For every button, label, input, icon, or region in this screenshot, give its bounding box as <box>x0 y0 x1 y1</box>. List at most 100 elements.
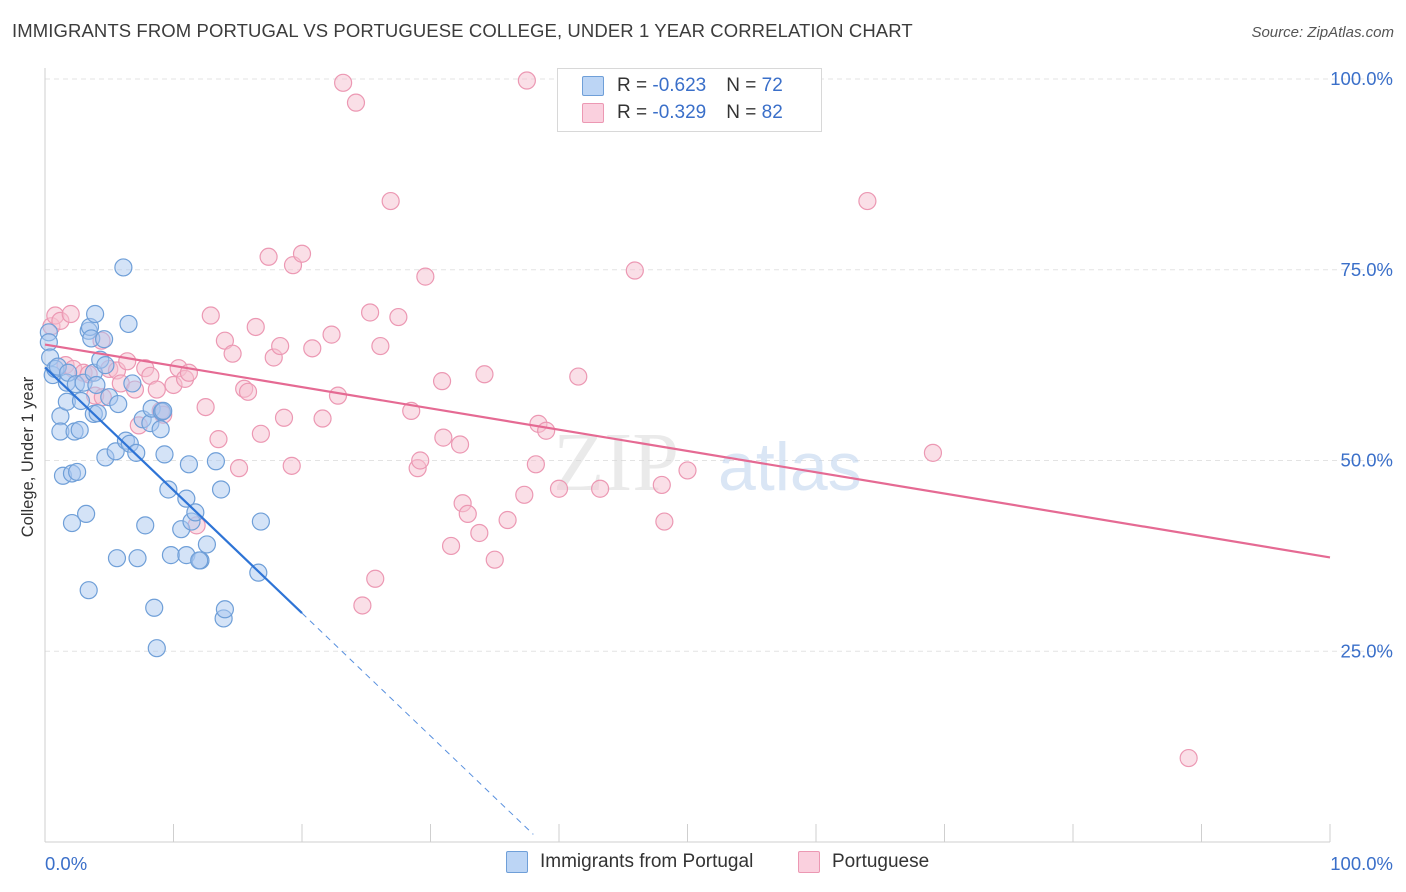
data-point <box>655 512 674 531</box>
legend-r-label: R = <box>617 102 653 123</box>
data-point <box>119 314 138 334</box>
data-point <box>313 409 332 428</box>
trend-line-portuguese <box>44 343 1331 559</box>
data-point <box>151 420 170 439</box>
data-point <box>229 459 249 478</box>
legend-n-label: N = <box>726 75 762 96</box>
source-label: Source: ZipAtlas.com <box>1251 24 1394 41</box>
data-point <box>211 480 231 499</box>
data-point <box>155 445 174 464</box>
data-point <box>238 382 258 401</box>
data-point <box>292 244 312 263</box>
data-point <box>303 339 322 358</box>
data-point <box>381 191 400 211</box>
grid-lines <box>45 78 1392 652</box>
data-point <box>136 516 155 535</box>
data-point <box>147 380 166 399</box>
data-point <box>246 317 265 337</box>
x-tick-label: 100.0% <box>1330 853 1393 874</box>
data-point <box>190 551 209 570</box>
data-point <box>441 536 461 556</box>
data-point <box>515 485 534 504</box>
bottom-legend-portuguese: Portuguese <box>798 851 929 873</box>
data-point <box>537 421 556 440</box>
data-point <box>154 401 173 421</box>
data-point <box>96 356 115 375</box>
data-point <box>282 456 301 475</box>
data-point <box>197 535 217 554</box>
data-point <box>79 581 98 600</box>
data-point <box>145 598 164 617</box>
data-point <box>371 336 390 356</box>
data-point <box>517 71 536 90</box>
data-point <box>196 397 215 417</box>
data-point <box>485 550 504 569</box>
data-point <box>161 546 181 565</box>
data-point <box>251 512 270 531</box>
data-point <box>434 428 453 447</box>
bottom-legend-label-portuguese: Portuguese <box>832 851 930 872</box>
data-point <box>389 307 408 327</box>
portuguese-points <box>42 71 1198 768</box>
data-point <box>209 430 228 449</box>
tick-labels: 25.0% 50.0% 75.0% 100.0% 0.0% 100.0% <box>45 68 1393 874</box>
data-point <box>70 420 89 440</box>
data-point <box>86 304 105 324</box>
legend-r-value: -0.329 <box>652 102 707 123</box>
data-point <box>366 569 385 588</box>
data-point <box>652 475 671 495</box>
data-point <box>625 261 644 280</box>
data-point <box>416 267 435 286</box>
data-point <box>128 549 147 568</box>
legend-swatch-blue <box>582 76 604 96</box>
data-point <box>62 513 82 533</box>
data-point <box>1179 748 1198 768</box>
legend-n-label: N = <box>726 102 762 123</box>
data-point <box>179 455 199 474</box>
chart-title: IMMIGRANTS FROM PORTUGAL VS PORTUGUESE C… <box>12 20 913 41</box>
data-point <box>159 480 178 499</box>
data-point <box>498 510 517 530</box>
legend-swatch-pink <box>582 103 604 123</box>
data-point <box>107 549 127 568</box>
data-point <box>353 596 372 615</box>
data-point <box>68 462 87 482</box>
data-point <box>475 365 494 384</box>
data-point <box>77 504 96 524</box>
data-point <box>177 489 196 508</box>
data-point <box>361 303 380 322</box>
data-point <box>923 443 943 462</box>
data-point <box>127 443 146 462</box>
data-point <box>61 304 80 324</box>
bottom-legend-label-immigrants: Immigrants from Portugal <box>540 851 754 872</box>
data-point <box>411 451 430 470</box>
data-point <box>118 352 137 371</box>
data-point <box>274 408 294 427</box>
data-point <box>87 375 106 395</box>
watermark-zip: ZIP <box>553 416 679 509</box>
trend-line-immigrants-extension <box>301 612 534 835</box>
data-point <box>215 600 234 619</box>
legend-row-portuguese: R = -0.329 N = 82 <box>582 101 783 125</box>
trend-line-immigrants <box>44 366 303 614</box>
data-point <box>334 73 353 92</box>
data-point <box>114 258 133 277</box>
legend-r-value: -0.623 <box>652 75 707 96</box>
bottom-legend-swatch-blue <box>506 851 528 873</box>
y-axis-label: College, Under 1 year <box>19 376 37 537</box>
data-point <box>678 461 697 480</box>
legend-n-value: 82 <box>761 102 783 123</box>
y-tick-label: 100.0% <box>1330 68 1393 89</box>
data-point <box>223 344 242 363</box>
data-point <box>432 372 452 391</box>
correlation-legend: R = -0.623 N = 72 R = -0.329 N = 82 <box>557 68 822 132</box>
data-point <box>458 504 477 524</box>
y-tick-label: 25.0% <box>1341 640 1393 661</box>
data-point <box>450 435 470 454</box>
data-point <box>569 367 588 386</box>
data-point <box>39 333 58 352</box>
data-point <box>526 455 545 474</box>
data-point <box>328 386 348 405</box>
data-point <box>858 191 877 211</box>
data-point <box>95 330 114 349</box>
